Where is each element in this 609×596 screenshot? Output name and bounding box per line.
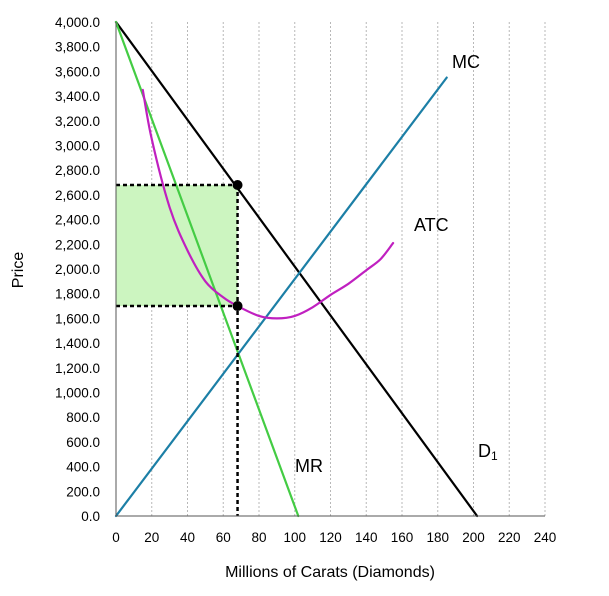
y-tick-label: 3,600.0 — [55, 64, 100, 79]
y-tick-label: 2,400.0 — [55, 213, 100, 228]
y-axis-title: Price — [10, 252, 27, 289]
y-tick-label: 1,000.0 — [55, 386, 100, 401]
x-tick-label: 80 — [251, 530, 266, 545]
tick-labels-layer: 0 20 40 60 80 100 120 140 160 180 200 220 240 0.0 200.… — [55, 15, 556, 545]
y-tick-label: 200.0 — [66, 484, 100, 499]
d1-label: D1 — [478, 441, 498, 463]
y-tick-label: 400.0 — [66, 460, 100, 475]
profit-area-layer — [116, 185, 238, 307]
x-tick-label: 220 — [498, 530, 521, 545]
x-tick-label: 20 — [144, 530, 159, 545]
series-atc-line — [141, 88, 395, 320]
series-mc-line — [114, 76, 448, 518]
x-tick-label: 240 — [534, 530, 557, 545]
x-tick-label: 160 — [391, 530, 414, 545]
series-mr-line — [114, 20, 300, 518]
y-tick-label: 2,800.0 — [55, 163, 100, 178]
y-tick-label: 600.0 — [66, 435, 100, 450]
atc-label: ATC — [414, 215, 449, 235]
x-axis-title: Millions of Carats (Diamonds) — [225, 564, 435, 581]
x-tick-label: 0 — [112, 530, 120, 545]
x-tick-label: 40 — [180, 530, 195, 545]
y-tick-label: 2,200.0 — [55, 237, 100, 252]
x-tick-label: 120 — [319, 530, 342, 545]
y-tick-label: 2,000.0 — [55, 262, 100, 277]
mr-label: MR — [295, 456, 323, 476]
point-marker — [232, 180, 243, 191]
series-d1-line — [114, 20, 479, 518]
x-tick-label: 180 — [426, 530, 449, 545]
x-tick-label: 200 — [462, 530, 485, 545]
x-tick-label: 140 — [355, 530, 378, 545]
y-tick-label: 0.0 — [81, 509, 100, 524]
curves-layer — [114, 20, 479, 518]
y-tick-label: 1,800.0 — [55, 287, 100, 302]
x-tick-label: 100 — [283, 530, 306, 545]
dashed-guides-layer — [116, 183, 239, 516]
y-tick-label: 4,000.0 — [55, 15, 100, 30]
y-tick-label: 3,400.0 — [55, 89, 100, 104]
profit-rectangle — [116, 185, 238, 307]
y-tick-label: 3,000.0 — [55, 139, 100, 154]
d1-label-subscript: 1 — [491, 449, 498, 463]
y-tick-label: 3,200.0 — [55, 114, 100, 129]
markers-layer — [232, 180, 243, 312]
point-marker — [232, 301, 243, 312]
y-tick-label: 1,200.0 — [55, 361, 100, 376]
y-tick-label: 1,400.0 — [55, 336, 100, 351]
x-tick-label: 60 — [216, 530, 231, 545]
y-tick-label: 800.0 — [66, 410, 100, 425]
y-tick-label: 1,600.0 — [55, 311, 100, 326]
y-tick-label: 2,600.0 — [55, 188, 100, 203]
mc-label: MC — [452, 52, 480, 72]
axes-layer — [115, 22, 545, 517]
d1-label-main: D — [478, 441, 491, 461]
y-tick-label: 3,800.0 — [55, 40, 100, 55]
